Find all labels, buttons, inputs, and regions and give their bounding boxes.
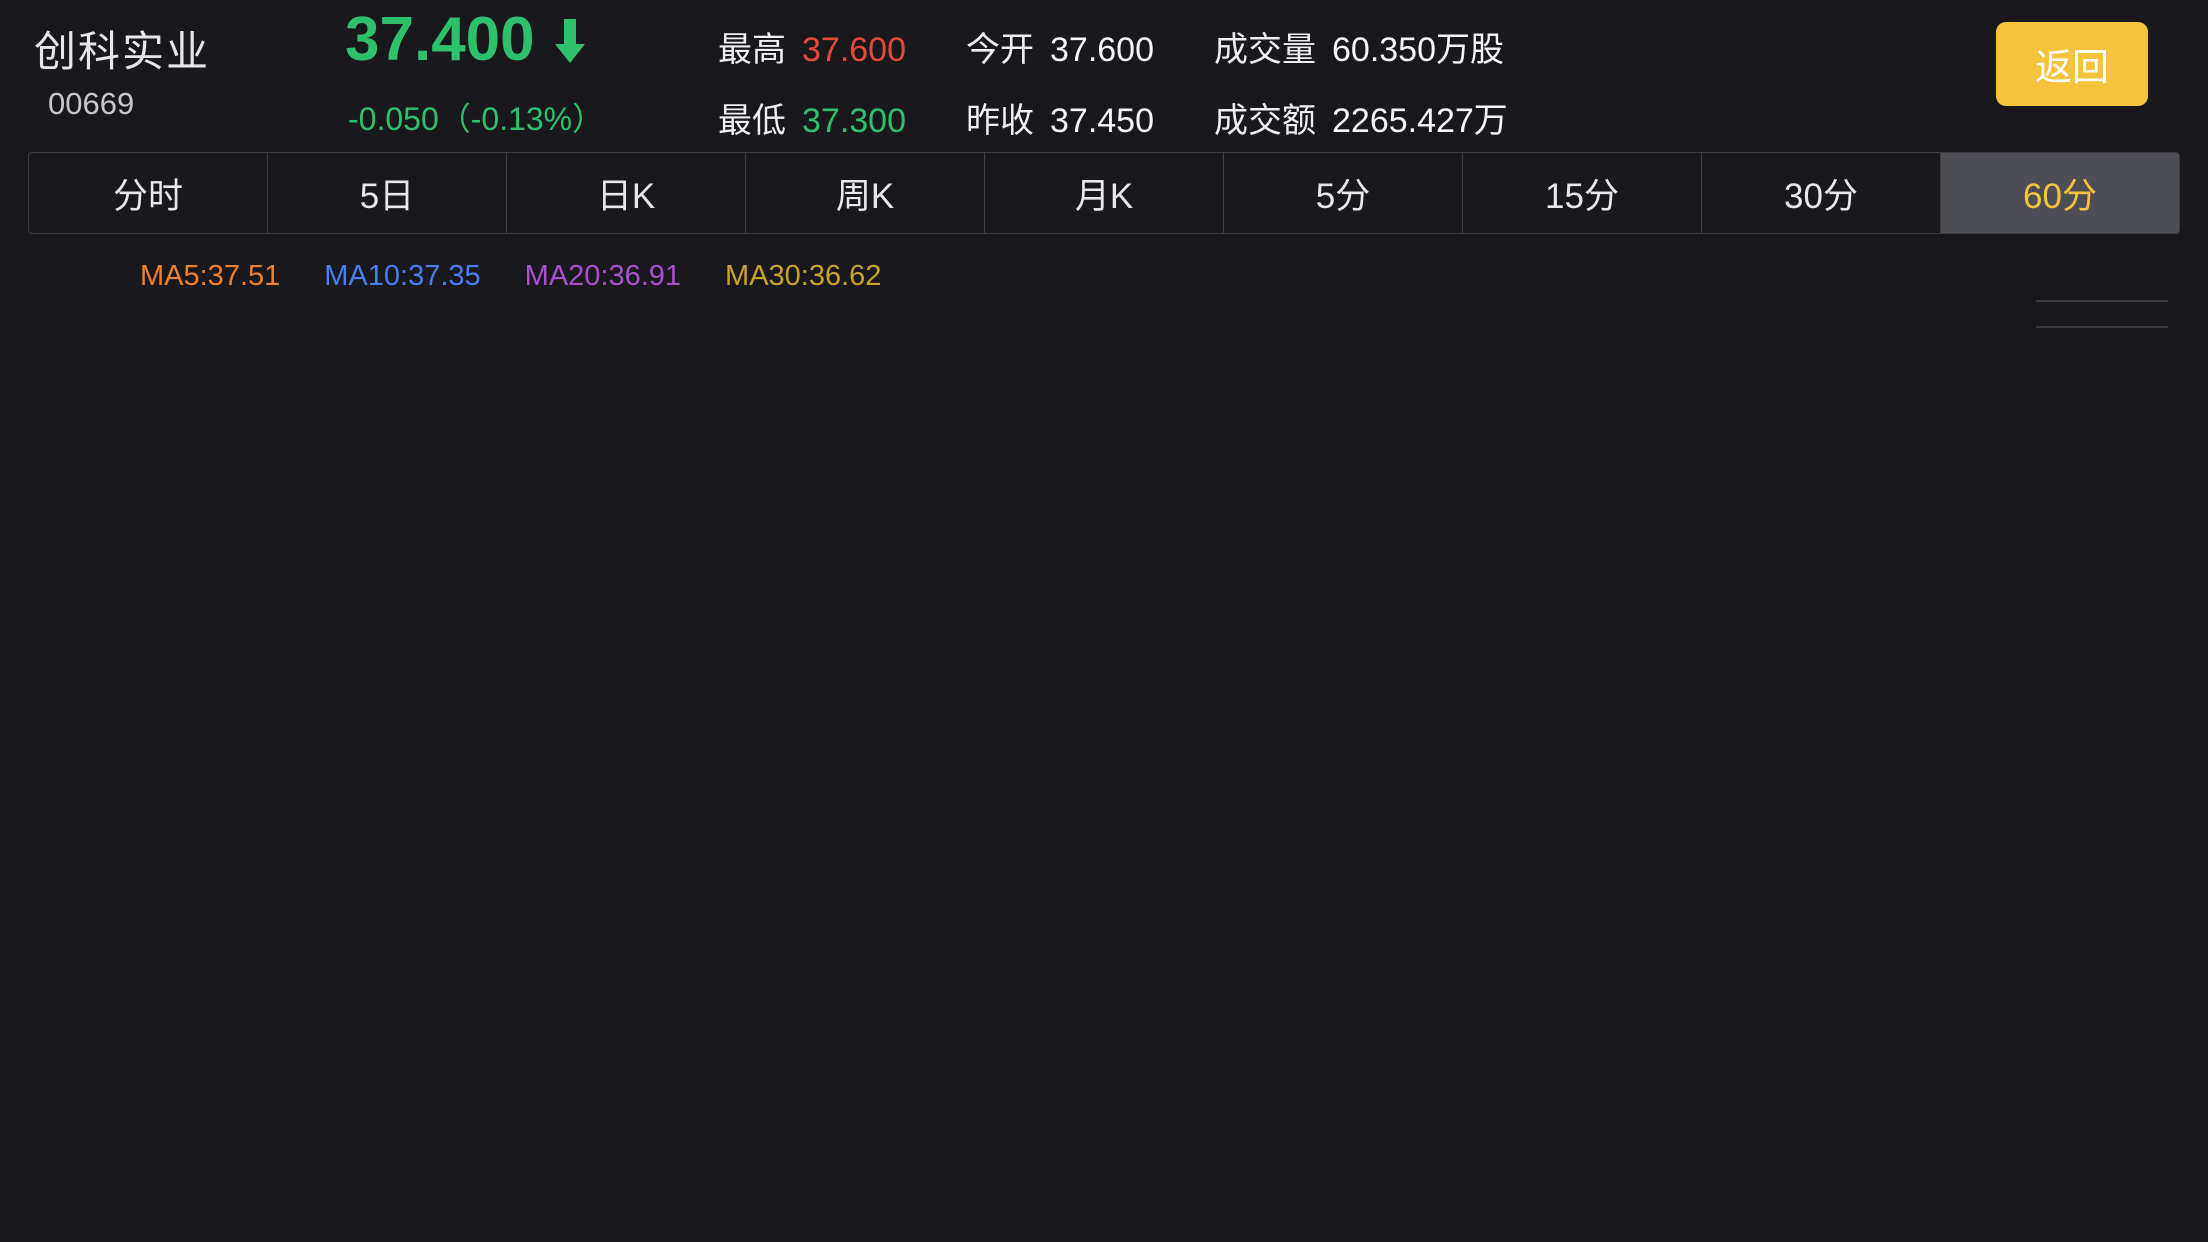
back-button[interactable]: 返回 [1996, 22, 2148, 106]
ma10-legend: MA10:37.35 [324, 260, 481, 292]
overlay-indicator-group [2036, 300, 2168, 302]
indicator-panel [2036, 300, 2168, 328]
stat-volume-value: 60.350万股 [1332, 31, 1504, 69]
stock-name: 创科实业 [34, 28, 211, 75]
down-arrow-icon [554, 18, 585, 63]
volume-chart[interactable] [0, 910, 2040, 1200]
stat-volume: 成交量 60.350万股 [1214, 22, 1508, 71]
price-change: -0.050（-0.13%） [348, 101, 605, 137]
tab-week-k[interactable]: 周K [746, 153, 985, 233]
tab-time-share[interactable]: 分时 [29, 153, 268, 233]
stat-turnover-value: 2265.427万 [1332, 102, 1508, 140]
tab-30min[interactable]: 30分 [1702, 153, 1941, 233]
tab-5min[interactable]: 5分 [1224, 153, 1463, 233]
stat-low-value: 37.300 [802, 102, 906, 140]
ma-legend: MA5:37.51 MA10:37.35 MA20:36.91 MA30:36.62 [140, 260, 881, 293]
candlestick-chart[interactable] [0, 296, 2040, 880]
stat-low-label: 最低 [718, 102, 786, 140]
stat-high-label: 最高 [718, 31, 786, 69]
stat-open-value: 37.600 [1050, 31, 1154, 69]
stat-prev-close: 昨收 37.450 [966, 93, 1154, 142]
header: 创科实业 00669 37.400 -0.050（-0.13%） 最高 37.60… [0, 0, 2208, 148]
ma5-legend: MA5:37.51 [140, 260, 281, 292]
stat-turnover: 成交额 2265.427万 [1214, 93, 1508, 142]
stat-prev-close-label: 昨收 [966, 102, 1034, 140]
tab-15min[interactable]: 15分 [1463, 153, 1702, 233]
ma20-legend: MA20:36.91 [524, 260, 682, 292]
stat-turnover-label: 成交额 [1214, 102, 1316, 140]
stat-open-label: 今开 [966, 31, 1034, 69]
tab-bar: 分时 5日 日K 周K 月K 5分 15分 30分 60分 [28, 152, 2180, 234]
sub-indicator-group [2036, 326, 2168, 328]
stat-high-value: 37.600 [802, 31, 906, 69]
stat-prev-close-value: 37.450 [1050, 102, 1154, 140]
stock-code: 00669 [48, 86, 135, 121]
stat-open: 今开 37.600 [966, 22, 1154, 71]
tab-month-k[interactable]: 月K [985, 153, 1224, 233]
stat-high: 最高 37.600 [718, 22, 906, 71]
ma30-legend: MA30:36.62 [725, 260, 882, 292]
x-axis [0, 1198, 2208, 1238]
stats-grid: 最高 37.600 最低 37.300 今开 37.600 昨收 37.450 成交量 60.35… [718, 22, 1508, 142]
tab-5day[interactable]: 5日 [268, 153, 507, 233]
tab-60min[interactable]: 60分 [1941, 153, 2179, 233]
current-price: 37.400 [345, 5, 535, 74]
stat-volume-label: 成交量 [1214, 31, 1316, 69]
stat-low: 最低 37.300 [718, 93, 906, 142]
tab-day-k[interactable]: 日K [507, 153, 746, 233]
price-block: 37.400 [345, 4, 585, 75]
